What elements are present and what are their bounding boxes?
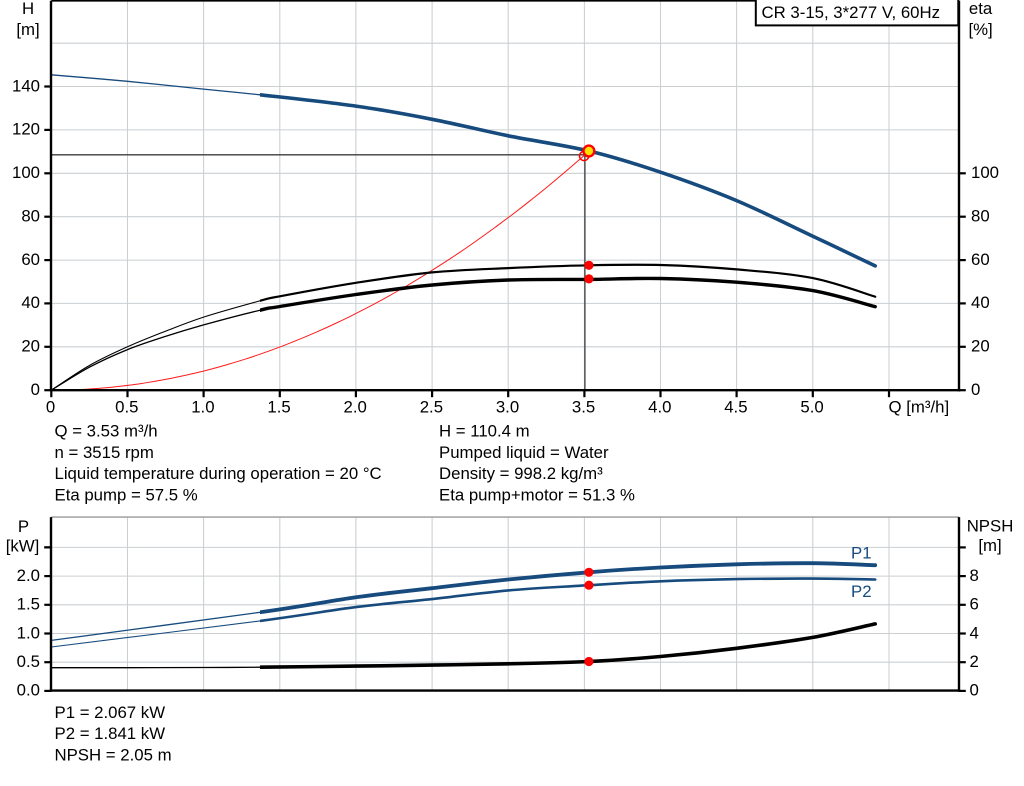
svg-text:Pumped liquid = Water: Pumped liquid = Water <box>439 443 609 462</box>
svg-text:[m]: [m] <box>978 536 1001 555</box>
svg-text:0: 0 <box>31 380 40 399</box>
svg-text:4.5: 4.5 <box>724 398 747 417</box>
svg-text:eta: eta <box>969 0 993 18</box>
svg-text:1.5: 1.5 <box>17 595 40 614</box>
svg-text:P1: P1 <box>851 544 872 563</box>
svg-text:2.0: 2.0 <box>344 398 367 417</box>
svg-text:P1 = 2.067 kW: P1 = 2.067 kW <box>55 703 166 722</box>
svg-text:Q [m³/h]: Q [m³/h] <box>889 398 950 417</box>
svg-text:1.0: 1.0 <box>17 623 40 642</box>
svg-text:n = 3515 rpm: n = 3515 rpm <box>55 443 154 462</box>
svg-text:4.0: 4.0 <box>648 398 671 417</box>
svg-text:60: 60 <box>21 250 40 269</box>
svg-text:[%]: [%] <box>968 20 992 39</box>
svg-text:40: 40 <box>21 293 40 312</box>
svg-text:3.5: 3.5 <box>572 398 595 417</box>
svg-text:0: 0 <box>46 398 55 417</box>
svg-text:60: 60 <box>971 250 990 269</box>
svg-text:80: 80 <box>971 207 990 226</box>
svg-text:120: 120 <box>12 120 40 139</box>
svg-text:[m]: [m] <box>16 20 39 39</box>
svg-text:NPSH: NPSH <box>967 517 1014 536</box>
svg-text:2: 2 <box>970 652 979 671</box>
svg-text:Density = 998.2 kg/m³: Density = 998.2 kg/m³ <box>439 464 603 483</box>
svg-text:Liquid temperature during oper: Liquid temperature during operation = 20… <box>55 464 382 483</box>
svg-text:20: 20 <box>21 337 40 356</box>
svg-text:Eta pump+motor = 51.3 %: Eta pump+motor = 51.3 % <box>439 486 635 505</box>
svg-text:8: 8 <box>970 566 979 585</box>
svg-text:P2: P2 <box>851 582 872 601</box>
svg-text:1.5: 1.5 <box>267 398 290 417</box>
svg-text:[kW]: [kW] <box>6 537 40 556</box>
svg-text:H = 110.4 m: H = 110.4 m <box>439 422 530 441</box>
svg-text:1.0: 1.0 <box>191 398 214 417</box>
svg-text:0: 0 <box>970 681 979 700</box>
svg-text:140: 140 <box>12 76 40 95</box>
svg-text:3.0: 3.0 <box>496 398 519 417</box>
svg-text:0.0: 0.0 <box>17 681 40 700</box>
svg-text:0.5: 0.5 <box>115 398 138 417</box>
svg-text:0: 0 <box>971 380 980 399</box>
svg-text:Eta pump = 57.5 %: Eta pump = 57.5 % <box>55 486 198 505</box>
svg-text:0.5: 0.5 <box>17 652 40 671</box>
svg-text:6: 6 <box>970 595 979 614</box>
svg-text:4: 4 <box>970 623 979 642</box>
svg-text:100: 100 <box>12 163 40 182</box>
svg-text:100: 100 <box>971 163 999 182</box>
svg-text:P: P <box>18 517 29 536</box>
svg-text:40: 40 <box>971 293 990 312</box>
svg-text:H: H <box>22 0 34 18</box>
svg-text:P2 = 1.841 kW: P2 = 1.841 kW <box>55 724 166 743</box>
svg-text:5.0: 5.0 <box>800 398 823 417</box>
svg-text:20: 20 <box>971 337 990 356</box>
svg-text:NPSH = 2.05 m: NPSH = 2.05 m <box>55 746 172 765</box>
svg-text:Q = 3.53 m³/h: Q = 3.53 m³/h <box>55 422 158 441</box>
svg-text:80: 80 <box>21 207 40 226</box>
svg-text:CR 3-15, 3*277 V, 60Hz: CR 3-15, 3*277 V, 60Hz <box>762 3 941 22</box>
svg-text:2.5: 2.5 <box>420 398 443 417</box>
svg-text:2.0: 2.0 <box>17 566 40 585</box>
